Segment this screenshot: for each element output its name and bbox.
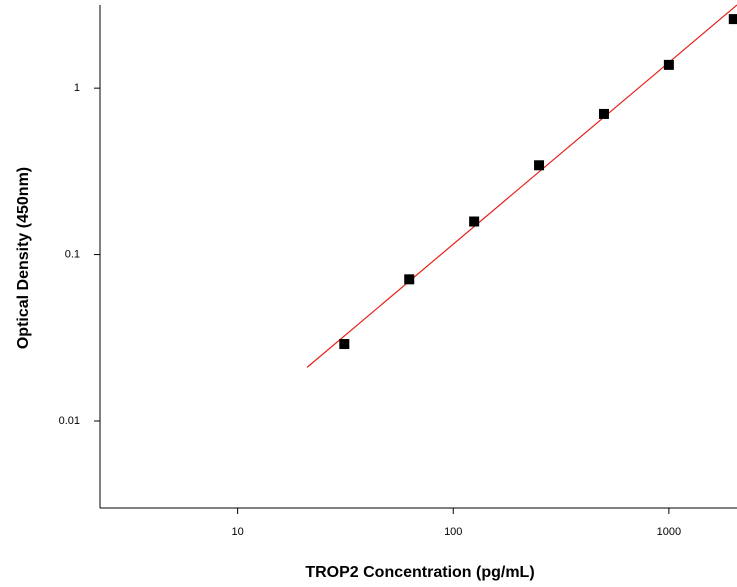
y-tick-label: 0.01	[59, 415, 80, 427]
x-tick-label: 1000	[657, 526, 681, 538]
x-tick-label: 10	[232, 526, 244, 538]
x-tick-label: 100	[444, 526, 462, 538]
y-axis-title: Optical Density (450nm)	[15, 167, 32, 349]
data-point	[339, 339, 350, 350]
data-point	[663, 59, 674, 70]
data-point	[598, 108, 609, 119]
data-point	[469, 216, 480, 227]
fit-line	[306, 4, 737, 368]
x-axis-title: TROP2 Concentration (pg/mL)	[305, 564, 534, 581]
data-point	[404, 274, 415, 285]
data-point	[728, 14, 737, 25]
y-tick-label: 1	[74, 82, 80, 94]
y-tick-label: 0.1	[65, 248, 80, 260]
data-point	[534, 160, 545, 171]
